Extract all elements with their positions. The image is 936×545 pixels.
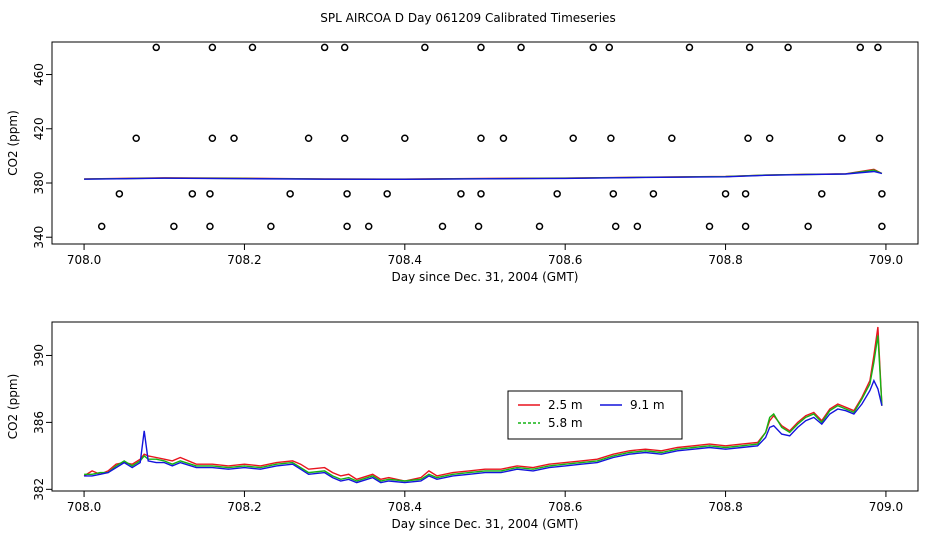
calibration-point [856, 43, 865, 52]
calibration-point [553, 190, 561, 198]
calibration-point [188, 190, 197, 198]
plot-frame [51, 41, 919, 245]
calibration-point [421, 43, 429, 52]
calibration-point [248, 43, 257, 52]
top-panel: 708.0 708.2 708.4 708.6 708.8 709.0 340 380 420 4… [6, 41, 919, 284]
x-axis-label: Day since Dec. 31, 2004 (GMT) [392, 270, 579, 284]
calibration-point [818, 190, 826, 198]
calibration-point [705, 222, 714, 231]
x-tick-label: 708.8 [708, 253, 742, 267]
calibration-point [286, 190, 294, 198]
calibration-point [152, 43, 160, 52]
calibration-point [875, 134, 884, 143]
calibration-point [668, 134, 676, 143]
calibration-point [320, 43, 329, 52]
calibration-point [745, 43, 754, 52]
x-tick-label: 708.6 [548, 500, 582, 514]
calibration-point [605, 43, 614, 52]
y-tick-label: 460 [32, 63, 46, 86]
calibration-point [206, 190, 214, 198]
calibration-point [340, 134, 349, 143]
calibration-point [744, 134, 752, 143]
calibration-point [569, 134, 577, 143]
calibration-point [343, 222, 351, 231]
calibration-point [607, 134, 615, 143]
calibration-point [878, 222, 886, 231]
y-tick-label: 390 [32, 344, 46, 367]
calibration-point [267, 222, 275, 231]
calibration-point [685, 43, 694, 52]
calibration-point [477, 190, 485, 198]
calibration-point [304, 134, 313, 143]
calibration-point [721, 190, 730, 198]
calibration-point [206, 222, 214, 231]
y-axis-label: CO2 (ppm) [6, 110, 20, 176]
calibration-point [208, 134, 217, 143]
calibration-point [878, 190, 886, 198]
calibration-point [765, 134, 774, 143]
y-tick-label: 380 [32, 172, 46, 195]
x-tick-label: 708.0 [67, 500, 101, 514]
series-line-2-5-m [83, 326, 883, 482]
calibration-point [474, 222, 483, 231]
calibration-point [649, 190, 658, 198]
legend-label: 5.8 m [548, 416, 583, 430]
x-tick-label: 708.2 [227, 500, 261, 514]
calibration-point [343, 190, 351, 198]
calibration-point [804, 222, 812, 231]
calibration-point [517, 43, 525, 52]
calibration-point [115, 190, 124, 198]
y-tick-label: 386 [32, 411, 46, 434]
calibration-point [741, 222, 750, 231]
calibration-point [784, 43, 792, 52]
legend-box [507, 390, 683, 440]
series-line-5-8-m [84, 335, 883, 482]
calibration-point [499, 134, 508, 143]
calibration-point [208, 43, 217, 52]
calibration-point [132, 134, 140, 143]
calibration-point [874, 43, 882, 52]
x-tick-label: 708.8 [708, 500, 742, 514]
x-tick-label: 708.4 [388, 500, 422, 514]
calibration-point [589, 43, 597, 52]
calibration-point [741, 190, 750, 198]
bottom-panel: 708.0 708.2 708.4 708.6 708.8 709.0 382 386 390 D… [6, 321, 919, 531]
y-tick-label: 420 [32, 117, 46, 140]
x-tick-label: 708.6 [548, 253, 582, 267]
calibration-point [170, 222, 178, 231]
calibration-point [609, 190, 618, 198]
calibration-point [383, 190, 391, 198]
y-axis-label: CO2 (ppm) [6, 374, 20, 440]
calibration-point [457, 190, 465, 198]
x-tick-label: 708.0 [67, 253, 101, 267]
series-line-9-1-m [84, 170, 883, 181]
calibration-point [611, 222, 620, 231]
calibration-point [340, 43, 349, 52]
calibration-point [535, 222, 544, 231]
calibration-point [401, 134, 409, 143]
figure-title: SPL AIRCOA D Day 061209 Calibrated Times… [320, 11, 615, 25]
calibration-point [633, 222, 642, 231]
series-line-9-1-m [84, 378, 883, 484]
y-tick-label: 340 [32, 226, 46, 249]
legend-label: 9.1 m [630, 398, 665, 412]
x-tick-label: 709.0 [869, 500, 903, 514]
x-axis-label: Day since Dec. 31, 2004 (GMT) [392, 517, 579, 531]
calibration-point [230, 134, 238, 143]
legend-label: 2.5 m [548, 398, 583, 412]
calibration-point [838, 134, 846, 143]
calibration-point [97, 222, 106, 231]
x-tick-label: 708.4 [388, 253, 422, 267]
plot-frame [51, 321, 919, 492]
calibration-point [477, 134, 485, 143]
calibration-point [438, 222, 447, 231]
calibration-point [477, 43, 485, 52]
x-tick-label: 708.2 [227, 253, 261, 267]
y-tick-label: 382 [32, 478, 46, 501]
calibration-point [364, 222, 373, 231]
x-tick-label: 709.0 [869, 253, 903, 267]
